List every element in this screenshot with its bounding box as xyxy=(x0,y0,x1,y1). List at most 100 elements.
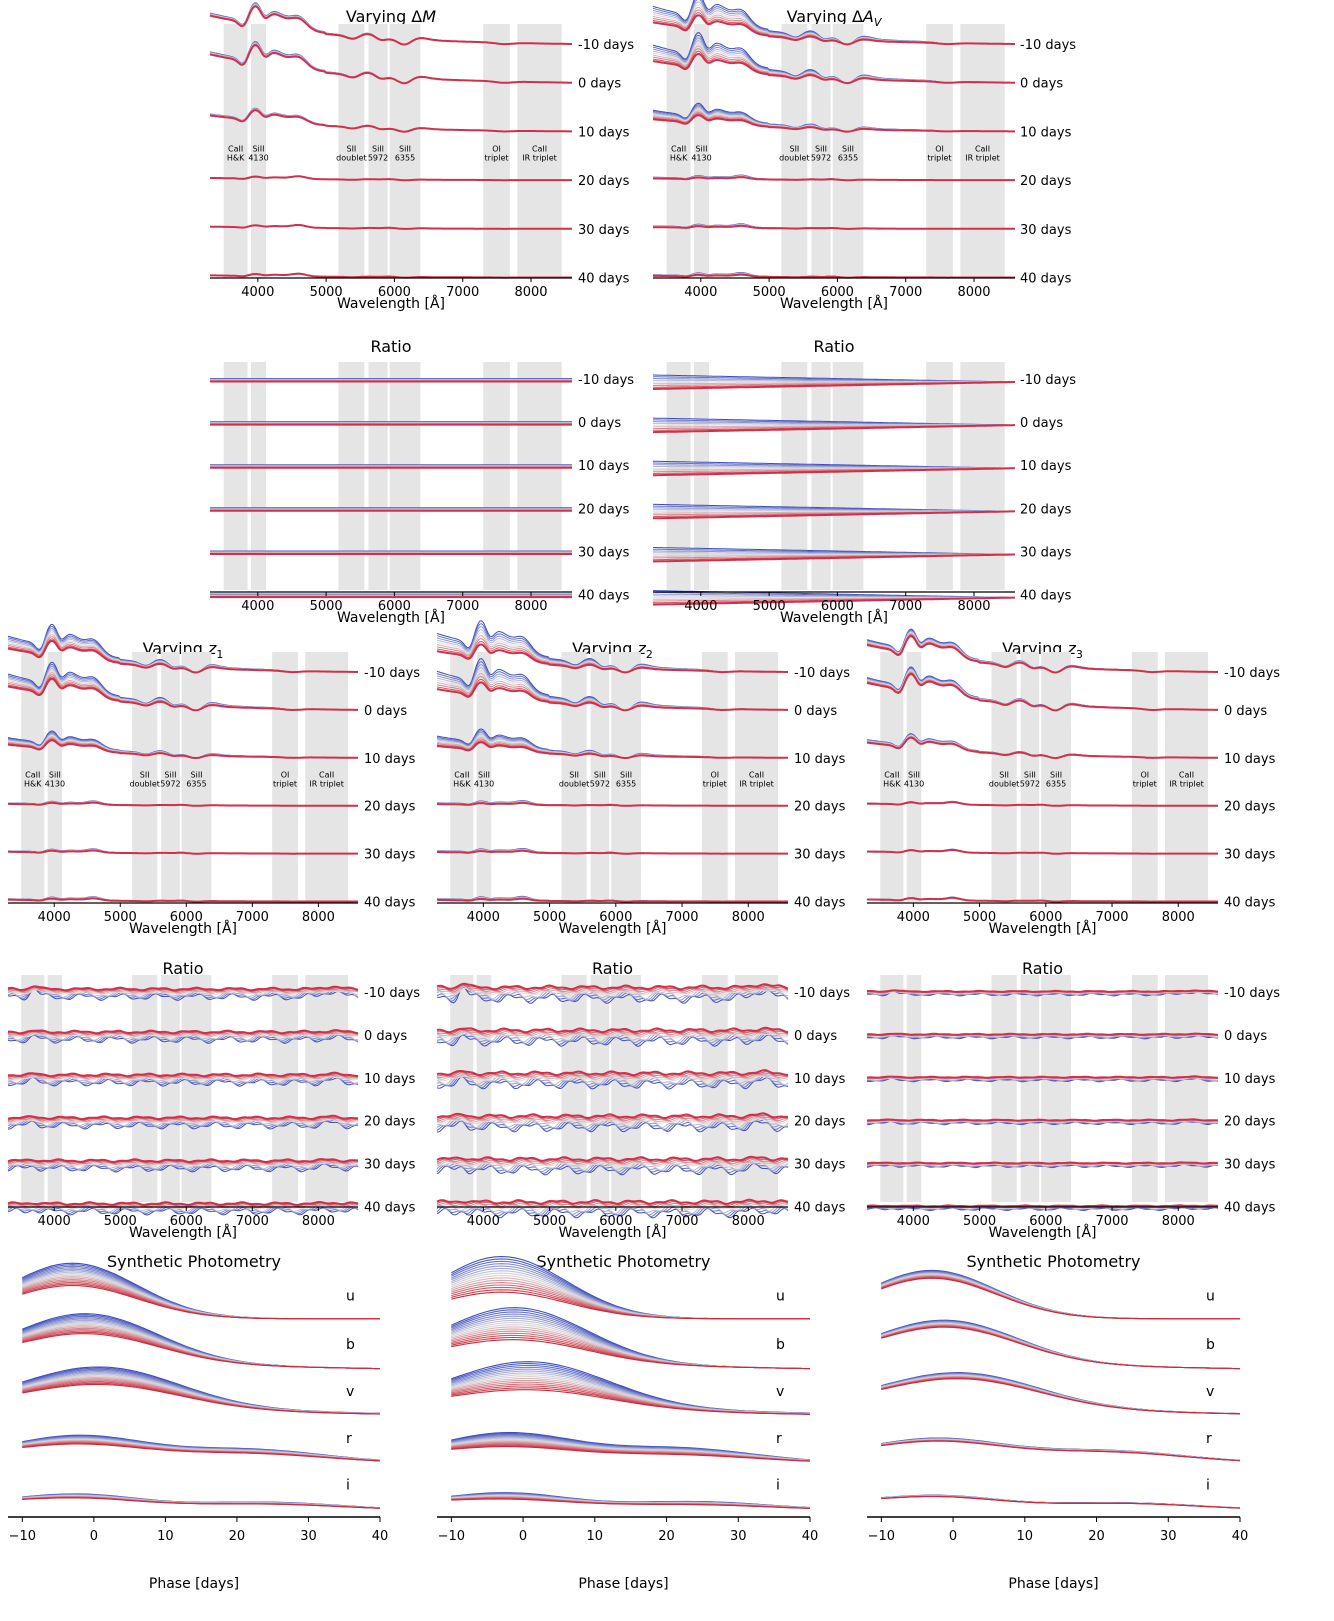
photometry-curve xyxy=(881,1325,1241,1370)
phase-label: 30 days xyxy=(364,1158,416,1173)
spectrum-line xyxy=(209,109,572,133)
photometry-curve xyxy=(22,1329,381,1370)
chart-title: Varying ΔM xyxy=(346,7,436,26)
photometry-curve xyxy=(451,1498,811,1509)
chart-title: Varying ΔAV xyxy=(787,7,883,29)
ratio-line xyxy=(7,1033,359,1038)
photometry-curve xyxy=(881,1495,1241,1509)
phase-label: 0 days xyxy=(1020,416,1063,431)
photometry-curve xyxy=(451,1319,811,1370)
spectrum-line xyxy=(866,801,1218,807)
feature-band xyxy=(991,652,1017,902)
phase-label: 40 days xyxy=(1224,896,1276,911)
x-tick-label: 8000 xyxy=(732,1214,765,1229)
chart-spec-z3: Varying z3CaIIH&KSiII4130SIIdoubletSiII5… xyxy=(866,628,1280,937)
ratio-line xyxy=(436,1155,789,1162)
x-tick-label: 8000 xyxy=(302,1214,335,1229)
x-tick-label: 6000 xyxy=(1029,910,1062,925)
feature-label: CaII xyxy=(1179,770,1194,779)
ratio-line xyxy=(437,983,789,1000)
feature-band xyxy=(450,652,474,902)
spectrum-line xyxy=(437,801,788,807)
spectrum-line xyxy=(8,849,358,855)
x-tick-label: 40 xyxy=(802,1529,819,1544)
ratio-line xyxy=(867,1032,1218,1036)
photometry-curve xyxy=(451,1313,811,1370)
ratio-line xyxy=(436,1075,789,1082)
ratio-line xyxy=(866,989,1219,993)
phase-label: 10 days xyxy=(578,125,630,140)
spectrum-line xyxy=(436,681,788,712)
ratio-line xyxy=(436,1159,789,1166)
x-tick-label: 8000 xyxy=(957,599,990,614)
ratio-line xyxy=(436,1158,789,1165)
ratio-line xyxy=(437,1205,789,1211)
x-tick-label: 8000 xyxy=(302,910,335,925)
phase-label: 0 days xyxy=(578,77,621,92)
ratio-line xyxy=(7,1161,359,1166)
band-label-u: u xyxy=(1206,1288,1215,1304)
phase-label: -10 days xyxy=(1224,666,1280,681)
feature-label: SII xyxy=(346,144,356,153)
band-label-i: i xyxy=(776,1478,780,1494)
ratio-line xyxy=(7,1114,359,1121)
band-label-r: r xyxy=(346,1431,352,1447)
photometry-curve xyxy=(881,1440,1241,1462)
feature-label: SiII xyxy=(695,144,707,153)
feature-label: 6355 xyxy=(838,153,858,162)
band-label-v: v xyxy=(776,1384,784,1400)
phase-label: 40 days xyxy=(1224,1201,1276,1216)
ratio-line xyxy=(436,1157,789,1163)
x-tick-label: 5000 xyxy=(533,1214,566,1229)
feature-label: 6355 xyxy=(186,779,206,788)
ratio-line xyxy=(866,1161,1219,1165)
ratio-line xyxy=(436,986,789,994)
ratio-line xyxy=(652,596,1015,606)
feature-band xyxy=(338,362,365,590)
band-label-b: b xyxy=(1206,1337,1215,1353)
ratio-line xyxy=(436,987,789,996)
phase-label: 0 days xyxy=(1224,1029,1267,1044)
feature-band xyxy=(693,24,710,278)
ratio-line xyxy=(866,1075,1218,1079)
feature-label: 5972 xyxy=(368,153,388,162)
x-axis-label: Wavelength [Å] xyxy=(988,1224,1096,1241)
band-label-u: u xyxy=(346,1288,355,1304)
ratio-line xyxy=(653,381,1015,390)
band-label-v: v xyxy=(346,1384,354,1400)
x-tick-label: 4000 xyxy=(897,1214,930,1229)
spectrum-line xyxy=(436,741,788,759)
band-label-i: i xyxy=(1206,1478,1210,1494)
photometry-curve xyxy=(881,1495,1241,1509)
photometry-curve xyxy=(881,1277,1240,1320)
feature-band xyxy=(1020,652,1040,902)
photometry-curve xyxy=(451,1389,811,1415)
x-tick-label: 30 xyxy=(730,1529,747,1544)
x-tick-label: 6000 xyxy=(170,1214,203,1229)
ratio-line xyxy=(866,1204,1219,1208)
x-tick-label: 10 xyxy=(157,1529,174,1544)
photometry-curve xyxy=(881,1321,1241,1370)
x-tick-label: 20 xyxy=(229,1529,246,1544)
feature-band xyxy=(389,24,421,278)
chart-ratio-z3: Ratio -10 days 0 days 10 days 20 days 30 days… xyxy=(866,959,1280,1241)
chart-ratio-z1: Ratio -10 days 0 days 10 days 20 days 30 days… xyxy=(7,959,420,1241)
feature-label: H&K xyxy=(227,153,245,162)
feature-band xyxy=(47,652,63,902)
photometry-curve xyxy=(451,1339,811,1370)
chart-title: Synthetic Photometry xyxy=(966,1252,1140,1271)
phase-label: 20 days xyxy=(1224,1115,1276,1130)
feature-band xyxy=(880,975,904,1202)
feature-label: 5972 xyxy=(590,779,610,788)
photometry-curve xyxy=(881,1495,1241,1509)
ratio-line xyxy=(7,1204,359,1213)
ratio-line xyxy=(8,1162,359,1167)
feature-label: SII xyxy=(789,144,799,153)
phase-label: 10 days xyxy=(1020,459,1072,474)
phase-label: 30 days xyxy=(578,545,630,560)
feature-label: SiII xyxy=(252,144,264,153)
x-tick-label: 7000 xyxy=(446,285,479,300)
feature-label: triplet xyxy=(273,779,297,788)
phase-label: 30 days xyxy=(364,848,416,863)
phase-label: 10 days xyxy=(364,1072,416,1087)
